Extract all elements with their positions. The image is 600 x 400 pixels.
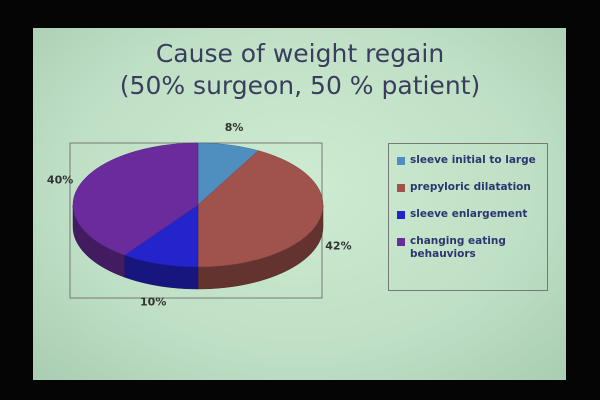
slice <box>72 142 199 256</box>
legend: sleeve initial to large prepyloric dilata… <box>388 143 548 291</box>
chart-subtitle: (50% surgeon, 50 % patient) <box>120 71 480 100</box>
legend-label: sleeve enlargement <box>410 208 528 220</box>
slice <box>197 150 324 268</box>
data-label: 8% <box>225 121 244 134</box>
data-label: 40% <box>47 173 73 186</box>
legend-entry: sleeve initial to large <box>397 154 541 167</box>
legend-entry: prepyloric dilatation <box>397 181 541 194</box>
legend-swatch <box>397 238 405 246</box>
data-label: 42% <box>325 240 351 253</box>
legend-swatch <box>397 184 405 192</box>
data-label: 10% <box>140 295 166 308</box>
legend-label: changing eating behauviors <box>410 235 506 260</box>
slice <box>197 142 259 206</box>
chart-title: Cause of weight regain <box>156 39 444 68</box>
legend-swatch <box>397 157 405 165</box>
slice <box>123 204 199 268</box>
legend-swatch <box>397 211 405 219</box>
legend-entry: changing eating behauviors <box>397 235 541 261</box>
legend-label: sleeve initial to large <box>410 154 536 166</box>
legend-label: prepyloric dilatation <box>410 181 531 193</box>
legend-entry: sleeve enlargement <box>397 208 541 221</box>
